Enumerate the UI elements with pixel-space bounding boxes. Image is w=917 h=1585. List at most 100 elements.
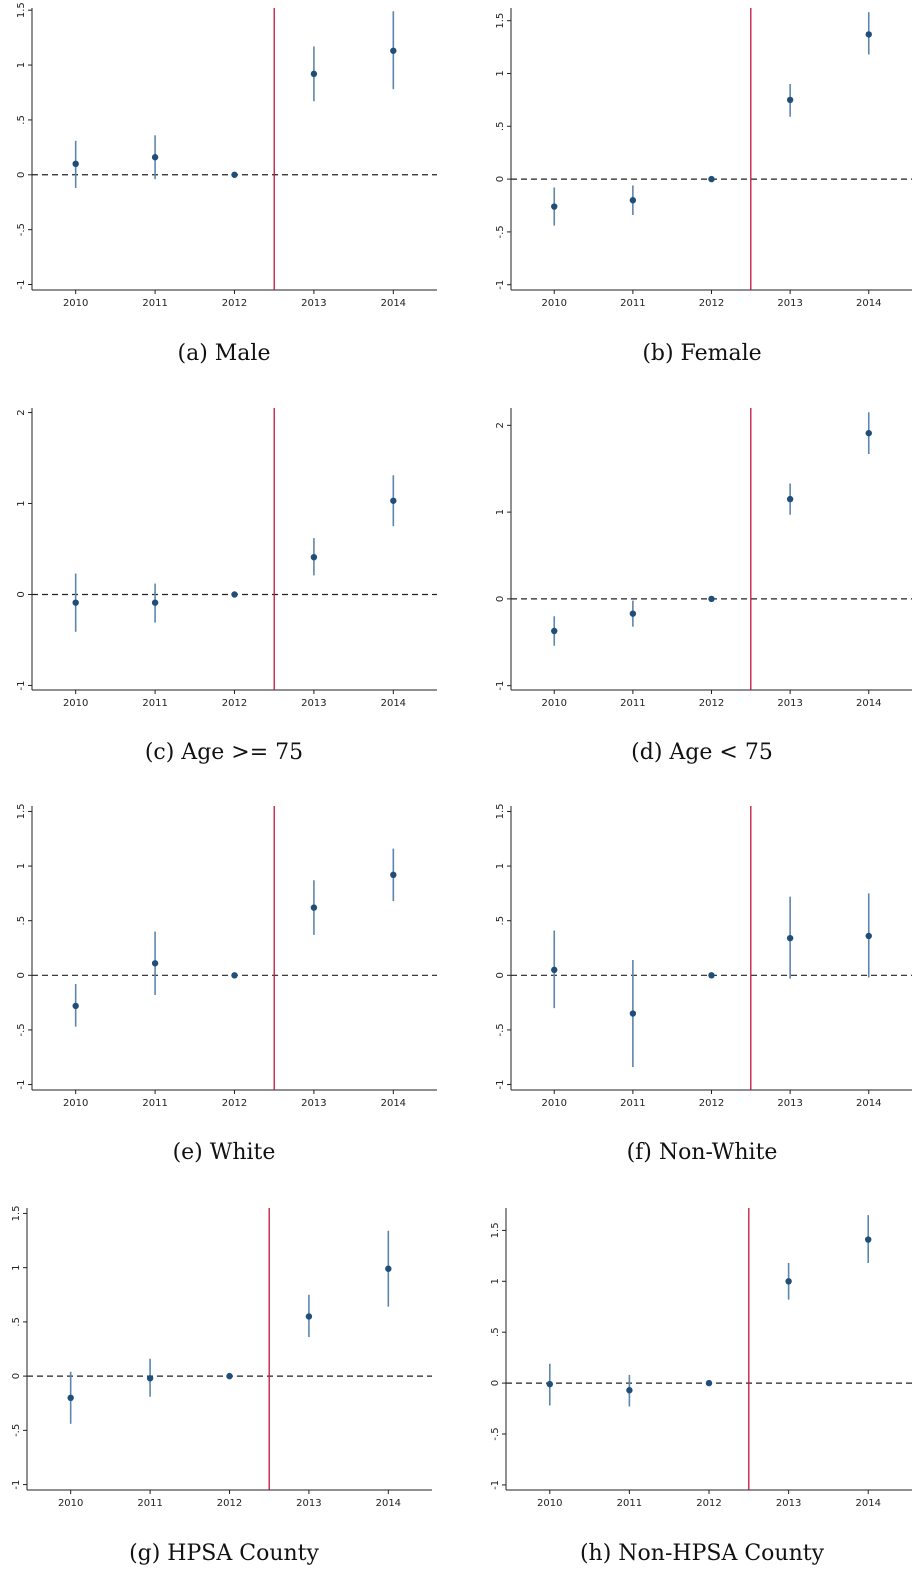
x-tick-label: 2012: [699, 1098, 724, 1109]
x-tick-label: 2013: [776, 1498, 801, 1509]
x-tick-label: 2013: [777, 298, 802, 309]
y-tick-label: 1: [495, 70, 506, 76]
estimate-point-2010: [72, 599, 79, 606]
estimate-point-2014: [390, 871, 397, 879]
x-tick-label: 2011: [617, 1498, 642, 1509]
y-tick-label: 0: [16, 172, 27, 178]
estimate-point-2010: [551, 627, 558, 635]
estimate-point-2011: [151, 154, 159, 161]
panel-h: -1 -.5 0 .5 1 1.5 2010 2011 2012 2013 2014 (h) Non-…: [490, 1208, 912, 1566]
estimate-point-2014: [390, 47, 397, 54]
x-tick-label: 2013: [777, 698, 802, 709]
y-tick-label: 0: [490, 1380, 501, 1386]
estimate-point-2012: [231, 171, 238, 178]
panel-caption: (g) HPSA County: [129, 1541, 319, 1566]
estimate-point-2014: [390, 497, 397, 504]
x-tick-label: 2011: [620, 698, 645, 709]
estimate-point-2011: [629, 610, 637, 617]
x-tick-label: 2011: [142, 698, 167, 709]
x-tick-label: 2010: [542, 298, 567, 309]
panel-e: -1 -.5 0 .5 1 1.5 2010 2011 2012 2013 2014 (e) Whit…: [16, 804, 437, 1165]
x-tick-label: 2010: [542, 1098, 567, 1109]
panel-caption: (d) Age < 75: [631, 740, 773, 765]
x-tick-label: 2014: [381, 1098, 406, 1109]
x-tick-label: 2014: [376, 1498, 401, 1509]
x-tick-label: 2012: [699, 298, 724, 309]
y-tick-label: -1: [16, 680, 27, 690]
y-tick-label: 1: [11, 1264, 22, 1270]
y-tick-label: 2: [16, 409, 27, 415]
estimate-point-2012: [708, 175, 715, 183]
x-tick-label: 2014: [856, 698, 881, 709]
panel-caption: (c) Age >= 75: [145, 740, 303, 765]
y-tick-label: -.5: [11, 1424, 22, 1437]
y-tick-label: 1.5: [495, 804, 506, 820]
y-tick-label: -1: [16, 1080, 27, 1090]
y-tick-label: -.5: [495, 225, 506, 238]
x-tick-label: 2012: [696, 1498, 721, 1509]
panel-g: -1 -.5 0 .5 1 1.5 2010 2011 2012 2013 2014 (g) HPSA…: [11, 1205, 432, 1566]
x-tick-label: 2014: [856, 298, 881, 309]
x-tick-label: 2010: [63, 1098, 88, 1109]
estimate-point-2010: [72, 160, 79, 168]
y-tick-label: -1: [16, 280, 27, 290]
estimate-point-2012: [708, 595, 715, 603]
y-tick-label: .5: [495, 916, 506, 926]
y-tick-label: .5: [16, 115, 27, 125]
panel-caption: (h) Non-HPSA County: [580, 1541, 825, 1566]
estimate-point-2014: [865, 31, 872, 38]
estimate-point-2012: [708, 972, 715, 979]
y-tick-label: 1.5: [11, 1205, 22, 1221]
y-tick-label: -.5: [495, 1023, 506, 1036]
estimate-point-2010: [551, 966, 558, 974]
y-tick-label: -.5: [16, 223, 27, 236]
x-tick-label: 2012: [222, 298, 247, 309]
x-tick-label: 2012: [222, 698, 247, 709]
estimate-point-2012: [705, 1379, 713, 1387]
x-tick-label: 2013: [296, 1498, 321, 1509]
y-tick-label: -1: [495, 280, 506, 290]
x-tick-label: 2013: [301, 298, 326, 309]
y-tick-label: .5: [16, 916, 27, 926]
x-tick-label: 2012: [699, 698, 724, 709]
estimate-point-2013: [310, 70, 318, 78]
x-tick-label: 2014: [381, 298, 406, 309]
estimate-point-2011: [151, 960, 159, 967]
x-tick-label: 2011: [137, 1498, 162, 1509]
x-tick-label: 2010: [63, 298, 88, 309]
y-tick-label: 0: [495, 972, 506, 978]
estimate-point-2013: [785, 1278, 792, 1285]
y-tick-label: 1: [16, 500, 27, 506]
x-tick-label: 2011: [142, 298, 167, 309]
estimate-point-2013: [786, 934, 794, 942]
estimate-point-2012: [231, 972, 238, 979]
estimate-point-2013: [305, 1313, 313, 1320]
x-tick-label: 2010: [542, 698, 567, 709]
y-tick-label: 1.5: [16, 804, 27, 820]
y-tick-label: 0: [16, 591, 27, 597]
estimate-point-2013: [310, 553, 318, 561]
x-tick-label: 2011: [620, 1098, 645, 1109]
x-tick-label: 2013: [301, 698, 326, 709]
estimate-point-2011: [146, 1375, 154, 1382]
y-tick-label: 0: [16, 972, 27, 978]
panel-b: -1 -.5 0 .5 1 1.5 2010 2011 2012 2013 2014 (b) Fema…: [495, 8, 912, 366]
estimate-point-2012: [226, 1372, 233, 1380]
x-tick-label: 2011: [620, 298, 645, 309]
panel-caption: (b) Female: [642, 341, 761, 366]
y-tick-label: 0: [11, 1373, 22, 1379]
y-tick-label: 1.5: [490, 1222, 501, 1238]
y-tick-label: .5: [490, 1327, 501, 1337]
y-tick-label: -1: [490, 1480, 501, 1490]
estimate-point-2011: [629, 197, 637, 204]
y-tick-label: 1: [16, 62, 27, 68]
panel-caption: (e) White: [173, 1140, 276, 1165]
y-tick-label: 2: [495, 422, 506, 428]
estimate-point-2014: [865, 1236, 872, 1243]
x-tick-label: 2012: [217, 1498, 242, 1509]
y-tick-label: .5: [495, 122, 506, 132]
y-tick-label: 0: [495, 596, 506, 602]
estimate-point-2013: [786, 495, 794, 503]
y-tick-label: 1: [16, 863, 27, 869]
